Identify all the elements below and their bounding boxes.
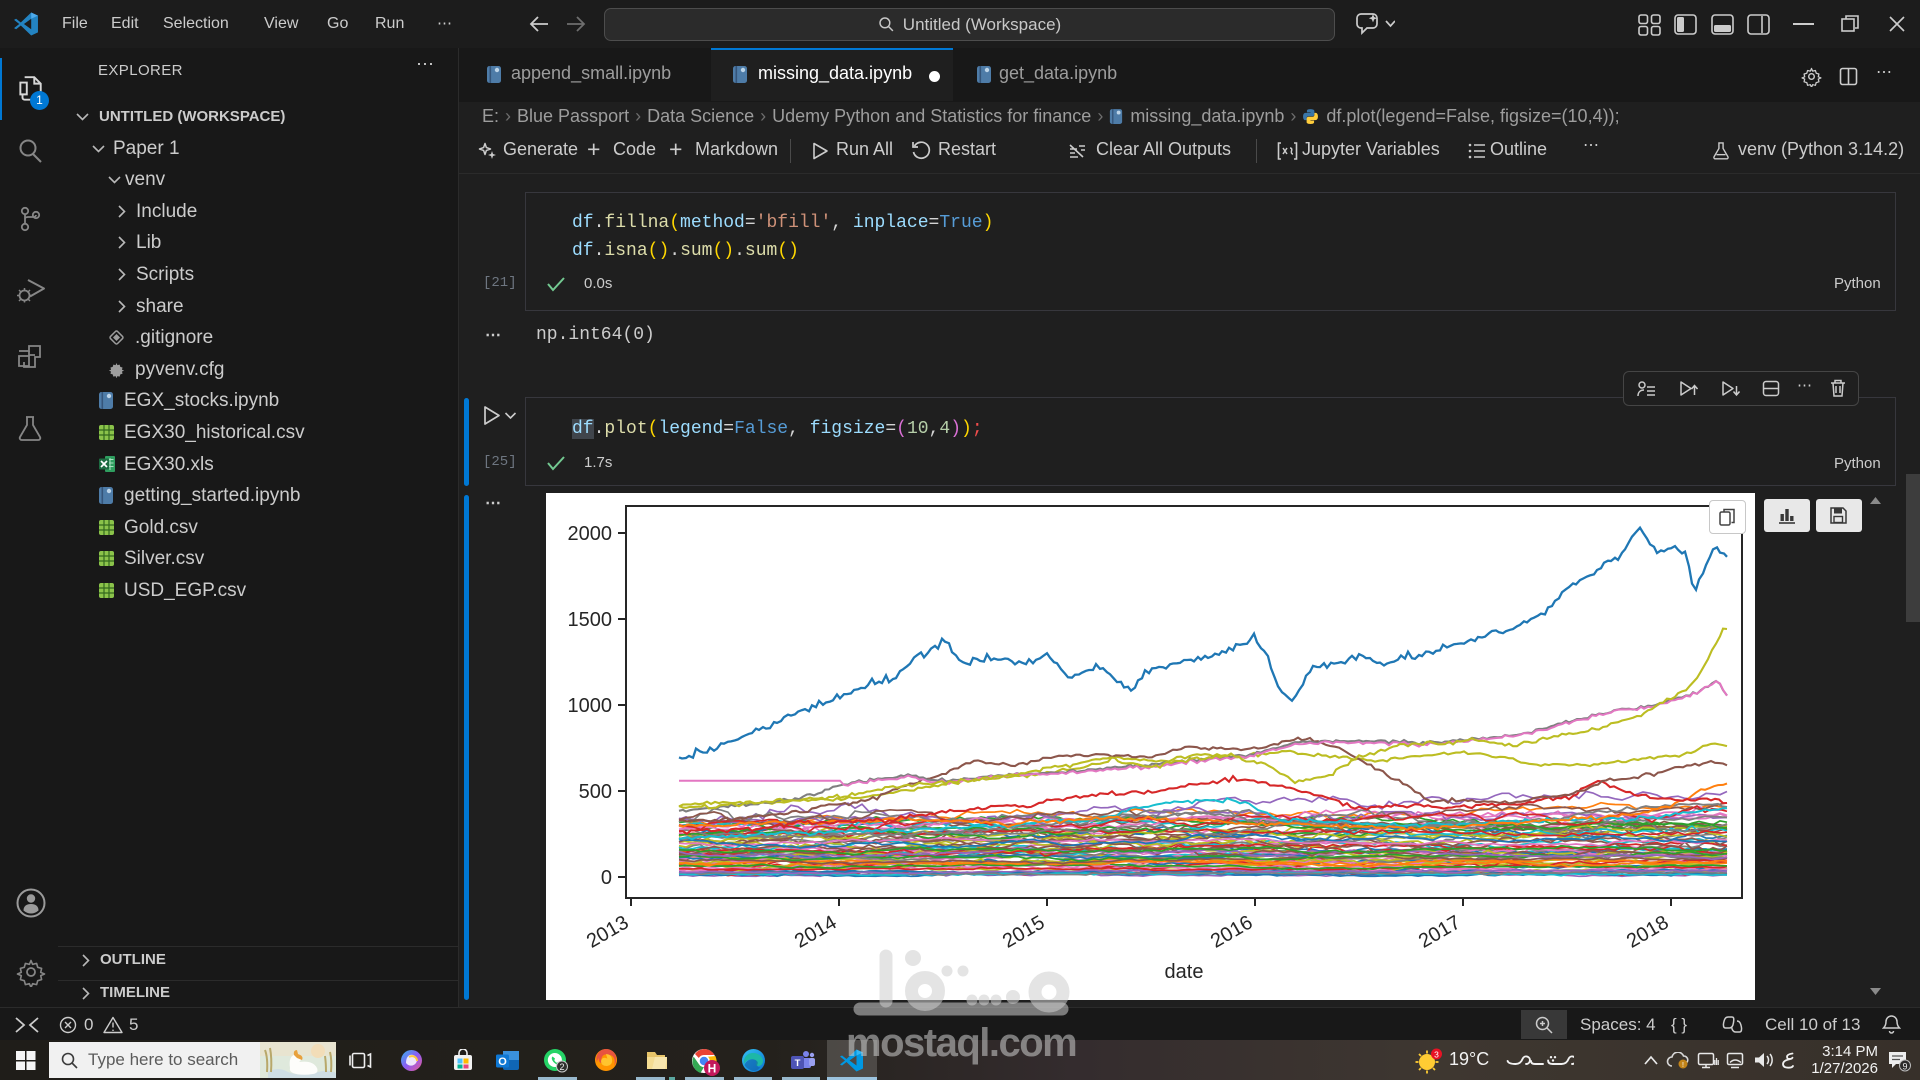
svg-text:H: H (708, 1062, 717, 1076)
svg-text:0: 0 (601, 867, 612, 889)
svg-text:!: ! (1682, 1062, 1684, 1069)
svg-text:O: O (498, 1056, 507, 1068)
svg-text:date: date (1165, 961, 1204, 983)
svg-text:1500: 1500 (568, 609, 613, 631)
svg-text:1000: 1000 (568, 695, 613, 717)
svg-text:3: 3 (1434, 1050, 1439, 1060)
svg-text:2: 2 (559, 1062, 564, 1072)
svg-text:2000: 2000 (568, 523, 613, 545)
svg-text:9: 9 (1902, 1062, 1907, 1072)
svg-text:500: 500 (579, 781, 612, 803)
svg-text:T: T (795, 1058, 801, 1069)
